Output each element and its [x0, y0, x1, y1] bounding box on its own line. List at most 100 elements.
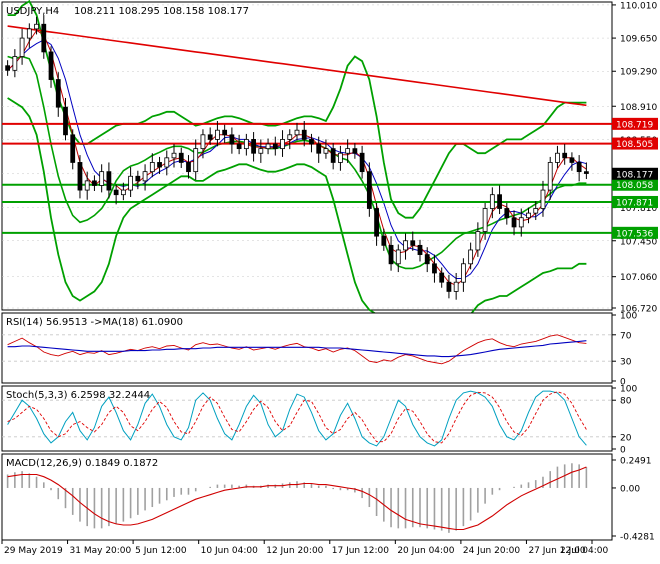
- level-label-1: 108.505: [616, 140, 653, 150]
- candle-body-28: [207, 134, 213, 140]
- candle-body-61: [446, 281, 452, 292]
- macd-tick-label-0: 0.2491: [620, 457, 652, 467]
- candle-body-27: [200, 134, 206, 150]
- ohlc-readout: 108.211 108.295 108.158 108.177: [74, 6, 249, 17]
- candle-body-77: [562, 152, 568, 159]
- candle-body-76: [555, 152, 560, 163]
- rsi-pane[interactable]: RSI(14) 56.9513 ->MA(18) 61.0900 100 70 30…: [1, 312, 637, 388]
- candle-body-38: [280, 139, 285, 150]
- macd-pane[interactable]: MACD(12,26,9) 0.1849 0.1872 0.2491 0.00 -0…: [1, 453, 655, 543]
- candle-body-25: [186, 162, 191, 173]
- candle-body-19: [142, 171, 148, 182]
- price-pane-frame: [1, 1, 613, 311]
- candle-body-10: [77, 162, 83, 191]
- time-label-0: 29 May 2019: [4, 546, 63, 556]
- candle-body-35: [258, 148, 264, 154]
- candle-body-71: [518, 217, 524, 228]
- rsi-tick-label-1: 70: [620, 331, 632, 341]
- level-label-0: 108.719: [616, 120, 653, 130]
- price-tick-label-0: 110.010: [620, 1, 657, 11]
- candle-body-30: [222, 129, 228, 136]
- candle-body-2: [19, 37, 25, 57]
- time-axis: 29 May 2019 31 May 20:00 5 Jun 12:00 10 Jun…: [1, 540, 609, 556]
- macd-histogram: [6, 463, 588, 533]
- candle-body-24: [178, 152, 184, 163]
- candle-body-53: [388, 244, 394, 265]
- candle-body-73: [533, 208, 539, 214]
- level-label-2: 108.058: [616, 181, 653, 191]
- candle-body-43: [316, 143, 322, 154]
- macd-pane-frame: [1, 453, 613, 541]
- candle-body-47: [345, 148, 351, 154]
- candle-body-39: [287, 134, 293, 140]
- stoch-pane-frame: [1, 385, 613, 452]
- candle-body-64: [468, 249, 474, 265]
- candle-body-15: [113, 189, 119, 196]
- time-label-7: 24 Jun 20:00: [463, 546, 520, 556]
- time-label-8: 27 Jun 12:00: [528, 546, 585, 556]
- candle-body-52: [381, 235, 387, 246]
- price-candles: [5, 15, 589, 300]
- candle-body-36: [265, 143, 271, 150]
- candle-body-4: [34, 23, 39, 30]
- stoch-title: Stoch(5,3,3) 6.2598 32.2444: [6, 390, 150, 401]
- macd-tick-label-1: 0.00: [620, 484, 640, 494]
- candle-body-62: [453, 281, 459, 292]
- rsi-ma-line: [7, 340, 587, 358]
- candle-body-42: [309, 139, 314, 145]
- candle-body-7: [55, 79, 61, 108]
- candle-body-16: [120, 189, 126, 196]
- candle-body-34: [251, 139, 256, 154]
- price-tick-label-8: 107.060: [620, 273, 657, 283]
- price-tick-label-6: 107.810: [620, 204, 657, 214]
- candle-body-60: [439, 272, 445, 283]
- time-label-9: 2 Jul 04:00: [560, 546, 609, 556]
- stoch-main-line: [7, 390, 587, 447]
- stoch-signal-line: [7, 391, 587, 444]
- time-label-1: 31 May 20:00: [70, 546, 132, 556]
- candle-body-74: [540, 189, 546, 209]
- price-levels: [2, 122, 612, 234]
- candle-body-49: [359, 152, 365, 173]
- candle-body-57: [417, 244, 423, 255]
- level-label-bg-1: [612, 137, 658, 150]
- rsi-tick-label-2: 30: [620, 358, 632, 368]
- time-label-6: 20 Jun 04:00: [397, 546, 454, 556]
- candle-body-9: [70, 134, 76, 163]
- candle-body-33: [243, 139, 249, 150]
- candle-body-18: [135, 175, 141, 182]
- candle-body-40: [294, 129, 300, 136]
- current-price-bg: [612, 167, 658, 180]
- candle-body-46: [338, 152, 343, 163]
- candle-body-54: [395, 249, 401, 265]
- symbol-title: USDJPY,H4: [6, 6, 59, 17]
- price-tick-label-7: 107.450: [620, 237, 657, 247]
- candle-body-69: [504, 208, 510, 219]
- candle-body-56: [410, 240, 416, 246]
- candle-body-6: [48, 51, 54, 80]
- stoch-tick-label-0: 100: [620, 385, 637, 395]
- stoch-axis: 100 80 20 0: [612, 385, 637, 456]
- candle-body-75: [547, 162, 553, 191]
- level-label-bg-2: [612, 178, 658, 191]
- bollinger-bands: [7, 0, 587, 339]
- price-pane[interactable]: USDJPY,H4 108.211 108.295 108.158 108.17…: [1, 0, 658, 339]
- candle-body-45: [330, 148, 336, 163]
- candle-body-23: [171, 152, 177, 159]
- price-tick-label-2: 109.290: [620, 68, 657, 78]
- price-tick-label-3: 108.910: [620, 103, 657, 113]
- time-label-3: 10 Jun 04:00: [201, 546, 258, 556]
- current-price-label: 108.177: [616, 170, 653, 180]
- ma-long: [7, 25, 587, 107]
- candle-body-12: [92, 180, 97, 186]
- rsi-tick-label-3: 0: [620, 378, 626, 388]
- stoch-lines: [7, 390, 587, 447]
- candle-body-21: [157, 162, 162, 168]
- candle-body-37: [272, 143, 278, 150]
- rsi-line: [7, 334, 587, 365]
- stoch-tick-label-3: 0: [620, 446, 626, 456]
- candle-body-1: [12, 56, 18, 71]
- stochastic-pane[interactable]: Stoch(5,3,3) 6.2598 32.2444 100 80 20 0: [1, 385, 637, 456]
- candle-body-8: [63, 106, 68, 136]
